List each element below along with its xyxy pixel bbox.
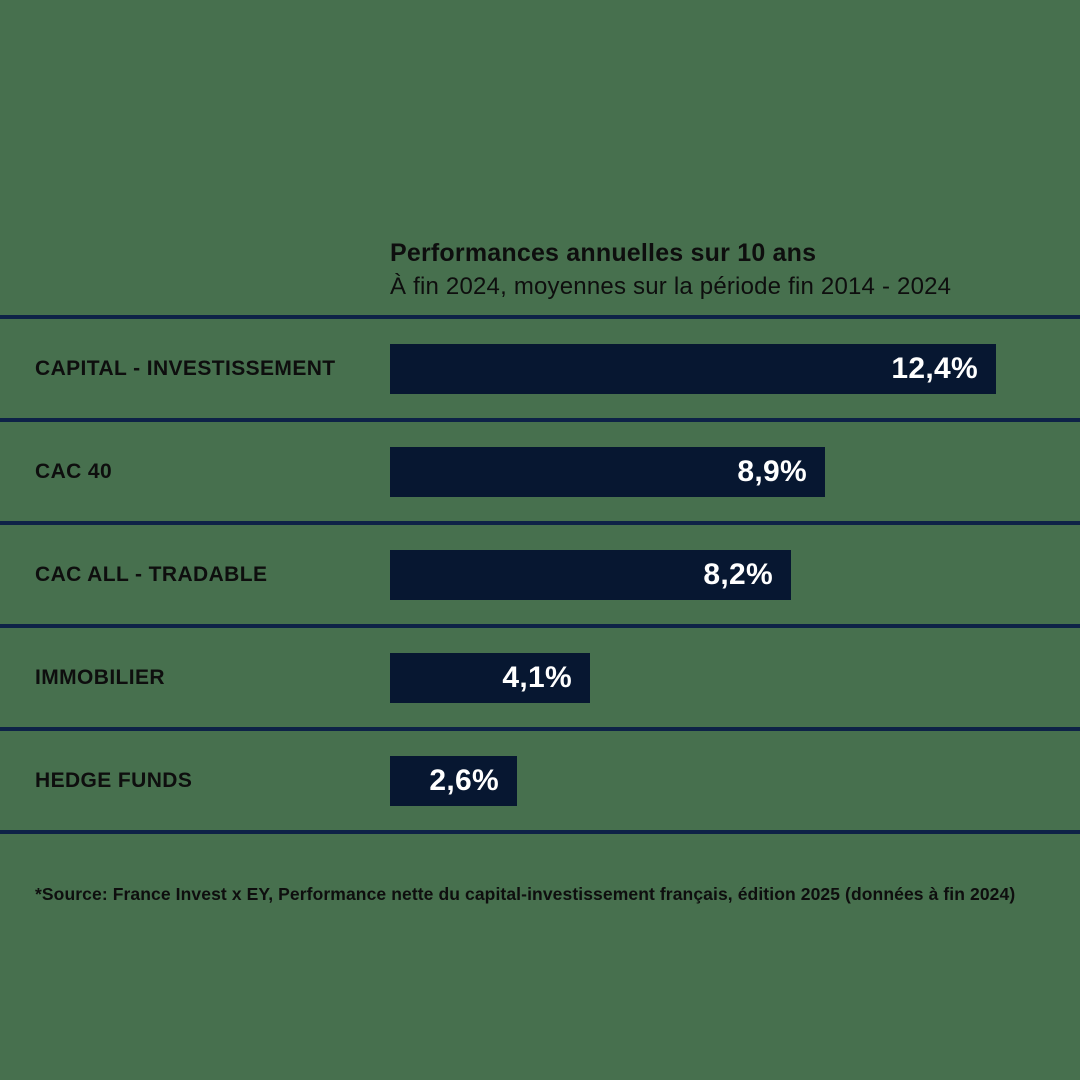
bar-value-label: 8,9%: [737, 454, 807, 488]
row-label: IMMOBILIER: [35, 665, 165, 689]
row-label: CAC 40: [35, 459, 113, 483]
row-label: CAC ALL - TRADABLE: [35, 562, 268, 586]
bar-value-label: 4,1%: [502, 660, 572, 694]
bar: 8,2%: [390, 549, 791, 600]
bar: 8,9%: [390, 446, 825, 497]
chart-row: CAC 40 8,9%: [0, 418, 1080, 521]
chart-row: HEDGE FUNDS 2,6%: [0, 727, 1080, 830]
bar-value-label: 8,2%: [703, 557, 773, 591]
row-label: CAPITAL - INVESTISSEMENT: [35, 356, 336, 380]
chart-row: CAC ALL - TRADABLE 8,2%: [0, 521, 1080, 624]
bar: 12,4%: [390, 343, 996, 394]
chart-row: CAPITAL - INVESTISSEMENT 12,4%: [0, 315, 1080, 418]
chart-subtitle: À fin 2024, moyennes sur la période fin …: [390, 273, 952, 300]
bar: 4,1%: [390, 652, 590, 703]
chart-rows: CAPITAL - INVESTISSEMENT 12,4% CAC 40 8,9% C…: [0, 315, 1080, 834]
bar-value-label: 12,4%: [891, 351, 978, 385]
chart-header: Performances annuelles sur 10 ans À fin …: [390, 237, 951, 303]
bar: 2,6%: [390, 755, 517, 806]
chart-title: Performances annuelles sur 10 ans: [390, 239, 817, 267]
row-label: HEDGE FUNDS: [35, 768, 193, 792]
bar-value-label: 2,6%: [429, 763, 499, 797]
source-note: *Source: France Invest x EY, Performance…: [35, 884, 1016, 904]
chart-row: IMMOBILIER 4,1%: [0, 624, 1080, 727]
